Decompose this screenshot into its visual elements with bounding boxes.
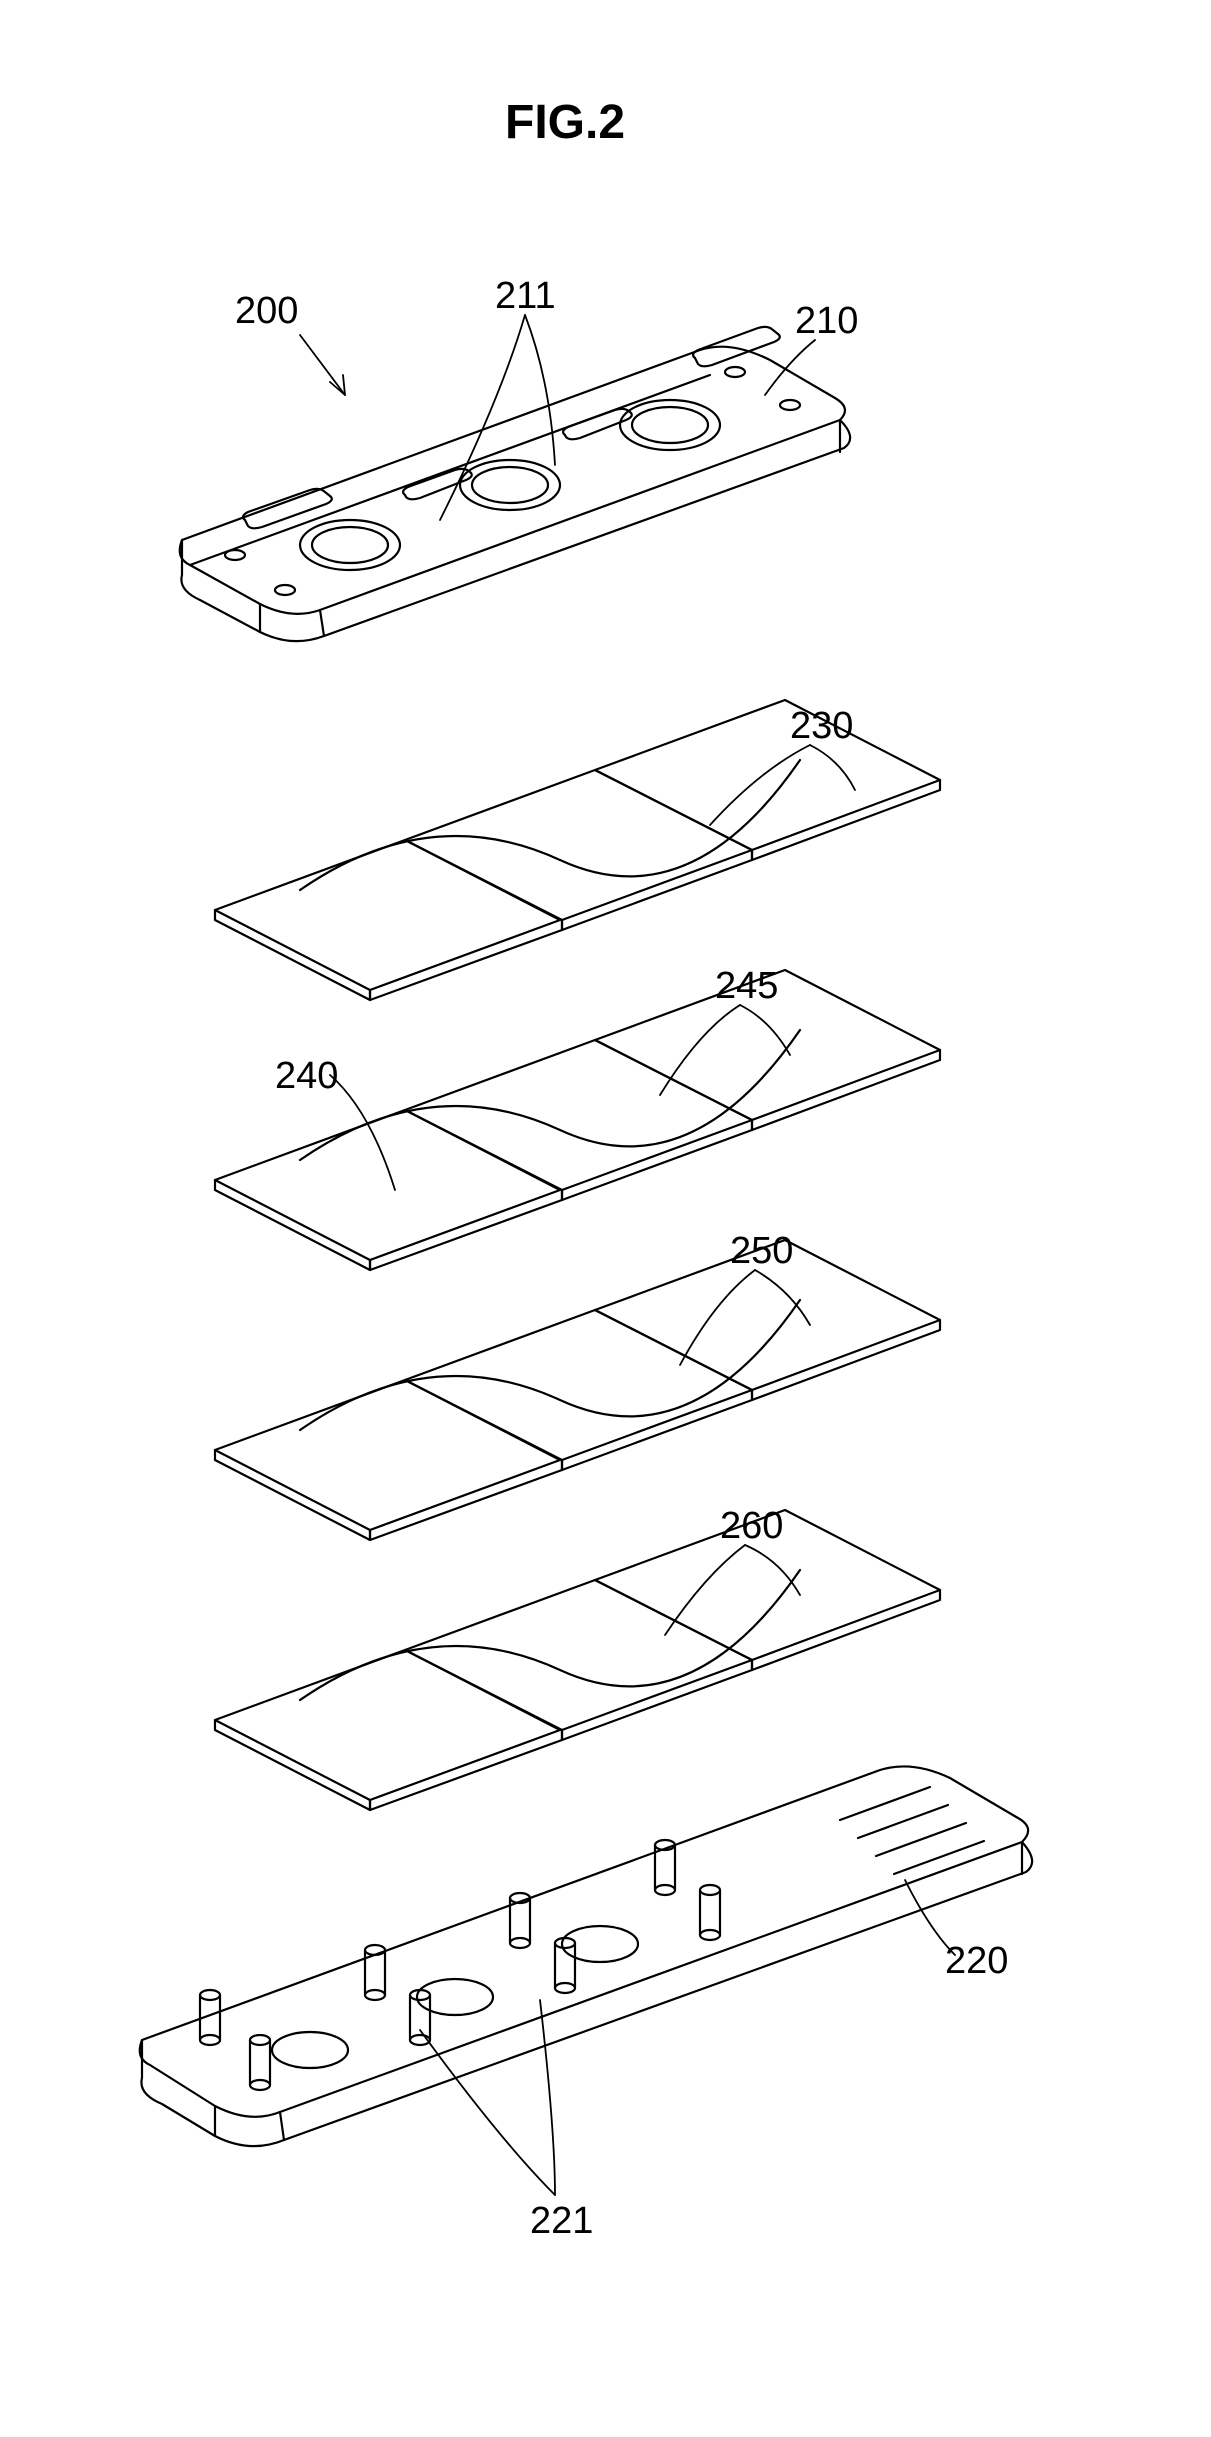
layer-230: [215, 700, 940, 1000]
lead-220: [905, 1880, 955, 1955]
layer-260: [215, 1510, 940, 1810]
lead-245: [660, 1005, 790, 1095]
layer-240-245: [215, 970, 940, 1270]
lead-200: [300, 335, 345, 395]
lead-250: [680, 1270, 810, 1365]
bottom-cover: [140, 1766, 1032, 2146]
lead-221: [420, 2000, 555, 2195]
lead-211: [440, 315, 555, 520]
figure-svg: [0, 0, 1211, 2437]
layer-250: [215, 1240, 940, 1540]
top-cover: [180, 327, 850, 641]
lead-210: [765, 340, 815, 395]
lead-240: [330, 1075, 395, 1190]
lead-260: [665, 1545, 800, 1635]
figure-page: FIG.2 200 211 210 230 240 245 250 260 22…: [0, 0, 1211, 2437]
